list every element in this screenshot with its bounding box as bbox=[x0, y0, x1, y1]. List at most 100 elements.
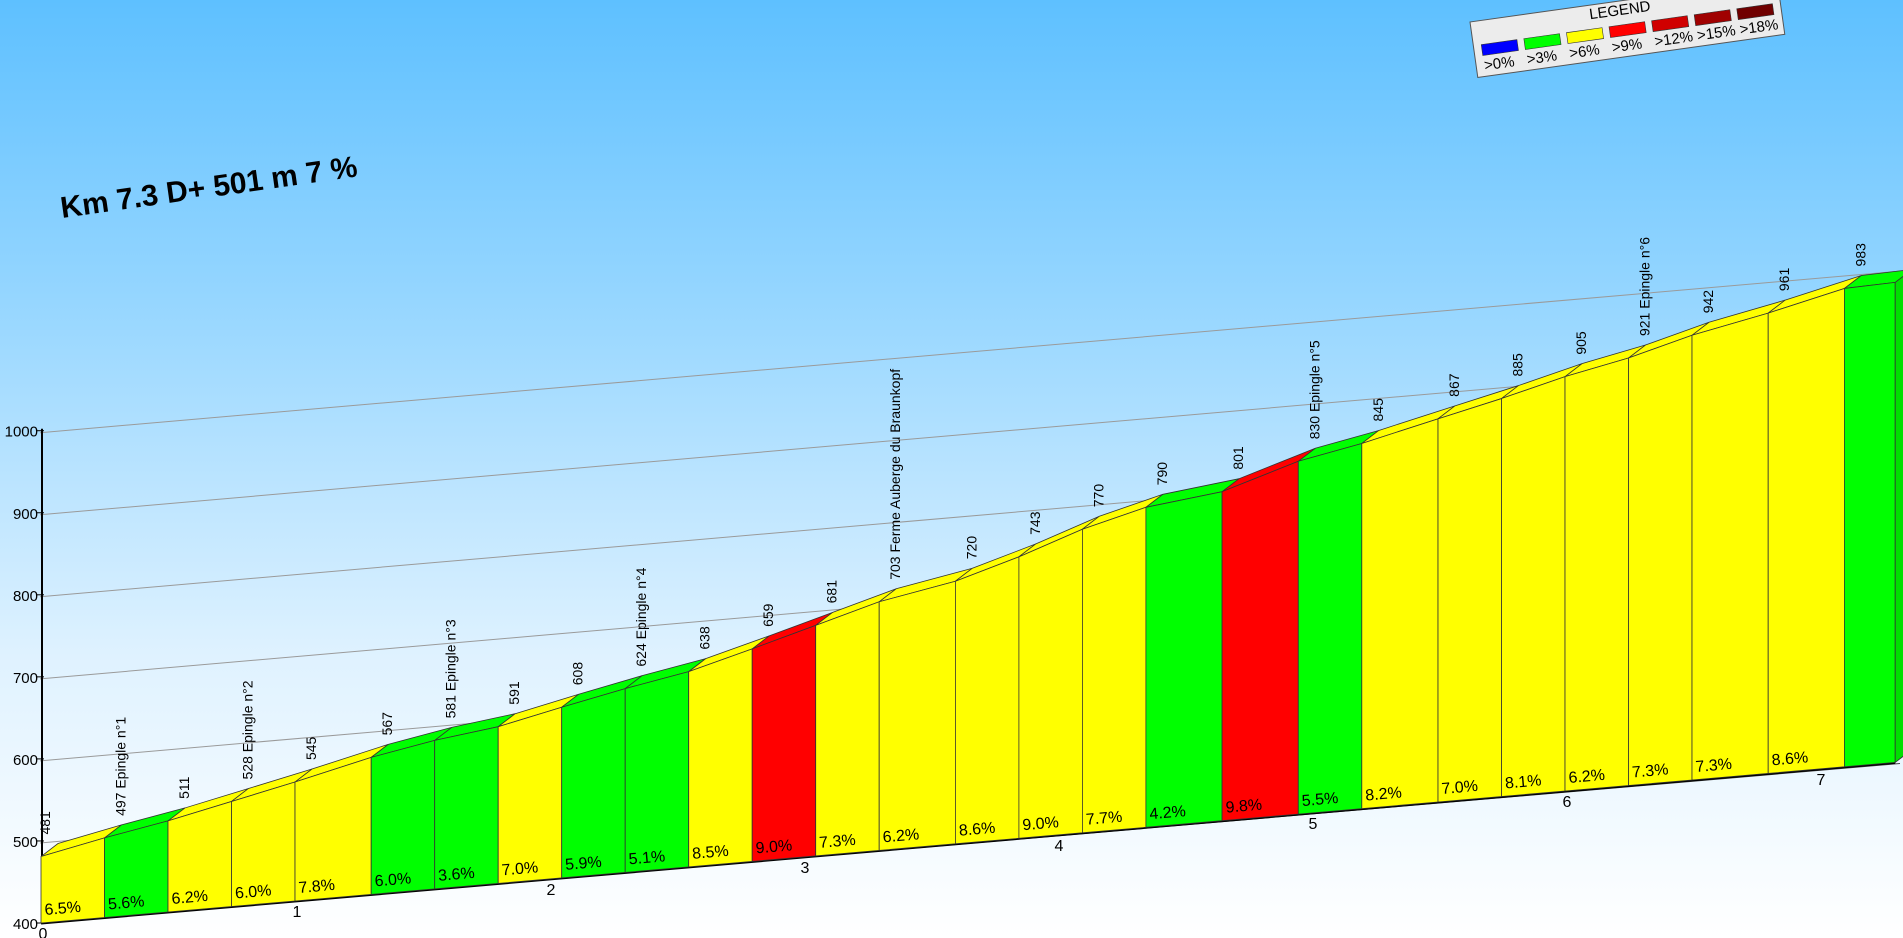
segment-grade-label: 9.0% bbox=[755, 837, 793, 857]
point-label: 845 bbox=[1370, 398, 1386, 422]
gridline-1000 bbox=[39, 270, 1901, 434]
profile-segment bbox=[1628, 321, 1710, 786]
segment-front bbox=[1221, 460, 1299, 822]
segment-front bbox=[1361, 418, 1439, 810]
segment-grade-label: 5.6% bbox=[107, 893, 145, 913]
segment-grade-label: 6.2% bbox=[171, 888, 209, 908]
legend-label: >18% bbox=[1739, 16, 1780, 38]
x-tick-label: 5 bbox=[1309, 816, 1318, 833]
segment-grade-label: 7.8% bbox=[298, 877, 336, 897]
segment-grade-label: 6.5% bbox=[44, 899, 82, 919]
segment-grade-label: 6.0% bbox=[374, 870, 412, 890]
point-label: 770 bbox=[1090, 484, 1106, 508]
segment-grade-label: 7.3% bbox=[819, 832, 857, 852]
segment-grade-label: 7.0% bbox=[1441, 778, 1479, 798]
point-label: 497 Epingle n°1 bbox=[113, 717, 129, 816]
profile-segment bbox=[1691, 299, 1786, 781]
profile-segment bbox=[1564, 344, 1646, 792]
segment-front bbox=[561, 688, 626, 879]
profile-segment bbox=[1501, 363, 1583, 797]
profile-segment bbox=[688, 635, 770, 868]
point-label: 659 bbox=[760, 603, 776, 627]
point-label: 481 bbox=[37, 811, 53, 835]
point-label: 790 bbox=[1154, 462, 1170, 486]
segment-grade-label: 5.5% bbox=[1301, 790, 1339, 810]
point-label: 638 bbox=[697, 626, 713, 650]
profile-segment bbox=[1361, 405, 1456, 810]
profile-segment bbox=[1221, 447, 1316, 822]
legend-label: >6% bbox=[1568, 41, 1601, 62]
y-axis: 400 500 600 700 800 900 1000 bbox=[5, 424, 44, 933]
segment-front bbox=[1564, 357, 1629, 792]
segment-grade-label: 7.3% bbox=[1695, 756, 1733, 776]
profile-segment bbox=[231, 768, 313, 907]
legend-swatch bbox=[1480, 39, 1519, 56]
y-tick-label: 900 bbox=[13, 506, 38, 523]
profile-segment bbox=[1842, 270, 1903, 768]
point-label: 581 Epingle n°3 bbox=[443, 619, 459, 718]
point-label: 528 Epingle n°2 bbox=[240, 680, 256, 779]
point-label: 830 Epingle n°5 bbox=[1306, 340, 1322, 439]
legend-label: >12% bbox=[1653, 28, 1694, 50]
y-tick-label: 500 bbox=[13, 834, 38, 851]
legend-swatch bbox=[1566, 27, 1604, 44]
segment-front bbox=[1501, 376, 1566, 797]
segment-grade-label: 8.2% bbox=[1365, 784, 1403, 804]
segment-end-face bbox=[1894, 275, 1903, 764]
y-tick-label: 800 bbox=[13, 588, 38, 605]
x-tick-label: 7 bbox=[1817, 772, 1826, 789]
profile-segment bbox=[370, 727, 452, 895]
point-label: 720 bbox=[963, 536, 979, 560]
point-label: 681 bbox=[824, 580, 840, 604]
segment-grade-label: 9.8% bbox=[1225, 797, 1263, 817]
profile-segment bbox=[104, 807, 186, 918]
segment-grade-label: 5.9% bbox=[565, 854, 603, 874]
legend-swatch bbox=[1693, 9, 1732, 26]
segment-front bbox=[1437, 398, 1502, 803]
profile-segment bbox=[434, 713, 516, 890]
point-label: 545 bbox=[303, 736, 319, 760]
segment-grade-label: 8.6% bbox=[958, 820, 996, 840]
segment-grade-label: 6.0% bbox=[234, 882, 272, 902]
segment-grade-label: 8.6% bbox=[1771, 749, 1809, 769]
segment-front bbox=[1082, 506, 1147, 834]
segment-front bbox=[497, 706, 563, 884]
profile-segment bbox=[1437, 385, 1519, 803]
legend: LEGEND>0% >3% >6% >9% >12% >15% >18% bbox=[1469, 0, 1786, 79]
point-label: 624 Epingle n°4 bbox=[633, 567, 649, 666]
segment-front bbox=[1628, 334, 1693, 786]
point-label: 703 Ferme Auberge du Braunkopf bbox=[887, 369, 903, 580]
segment-grade-label: 8.5% bbox=[692, 843, 730, 863]
segment-grade-label: 4.2% bbox=[1149, 803, 1187, 823]
point-label: 885 bbox=[1510, 353, 1526, 377]
legend-label: >15% bbox=[1696, 22, 1737, 44]
segment-front bbox=[1844, 281, 1896, 768]
segment-front bbox=[751, 624, 817, 862]
segment-grade-label: 6.2% bbox=[882, 826, 920, 846]
point-label: 608 bbox=[570, 662, 586, 686]
segment-front bbox=[878, 580, 956, 851]
y-tick-label: 400 bbox=[13, 916, 38, 933]
legend-swatch bbox=[1608, 21, 1647, 38]
profile-labels: 6.5% 5.6% 6.2% 6.0% 7.8% 6.0% 3.6% 7.0% 5.9% 5.1%… bbox=[37, 237, 1868, 919]
legend-label: >3% bbox=[1526, 47, 1559, 68]
profile-segment bbox=[167, 788, 249, 913]
segment-front bbox=[1297, 442, 1363, 815]
profile-segment bbox=[815, 588, 897, 857]
segment-front bbox=[955, 556, 1020, 845]
point-label: 801 bbox=[1230, 446, 1246, 470]
chart-title: Km 7.3 D+ 501 m 7 % bbox=[58, 151, 359, 225]
legend-box: LEGEND>0% >3% >6% >9% >12% >15% >18% bbox=[1469, 0, 1786, 79]
point-label: 983 bbox=[1852, 243, 1868, 267]
legend-swatch bbox=[1736, 3, 1775, 20]
y-tick-label: 1000 bbox=[5, 424, 38, 441]
segment-grade-label: 3.6% bbox=[438, 865, 476, 885]
point-label: 867 bbox=[1446, 373, 1462, 397]
legend-swatch bbox=[1651, 15, 1690, 32]
segment-grade-label: 7.3% bbox=[1631, 761, 1669, 781]
legend-label: >0% bbox=[1483, 53, 1516, 74]
segment-front bbox=[1018, 528, 1083, 839]
profile-bars bbox=[40, 270, 1903, 924]
x-tick-label: 2 bbox=[547, 882, 556, 899]
